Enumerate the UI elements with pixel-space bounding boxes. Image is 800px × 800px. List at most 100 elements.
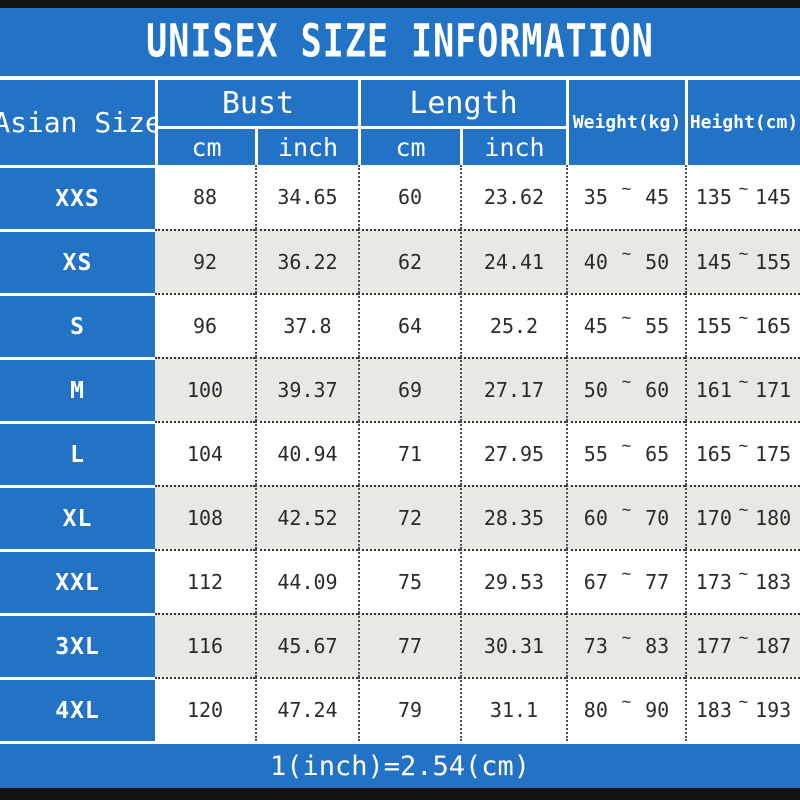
bust-cm-cell: 100 <box>155 357 255 421</box>
tilde-separator: ~ <box>621 563 632 583</box>
bust-cm-cell: 96 <box>155 293 255 357</box>
tilde-separator: ~ <box>738 371 749 391</box>
conversion-note: 1(inch)=2.54(cm) <box>269 750 531 782</box>
length-inch-cell: 30.31 <box>460 613 566 677</box>
weight-range-cell: 50 ~60 <box>566 357 685 421</box>
height-range-cell: 145 ~155 <box>685 229 800 293</box>
weight-max-value: 50 <box>645 250 670 274</box>
weight-max-value: 55 <box>645 314 670 338</box>
bust-inch-cell: 42.52 <box>255 485 358 549</box>
bust-cm-cell: 120 <box>155 677 255 741</box>
weight-max-value: 45 <box>645 185 670 209</box>
tilde-separator: ~ <box>738 435 749 455</box>
weight-min-value: 45 <box>583 314 608 338</box>
length-group-header: Length <box>358 80 566 126</box>
bust-inch-cell: 39.37 <box>255 357 358 421</box>
height-max-value: 175 <box>755 442 792 466</box>
bust-cm-cell: 108 <box>155 485 255 549</box>
tilde-separator: ~ <box>738 627 749 647</box>
length-cm-cell: 69 <box>358 357 460 421</box>
tilde-separator: ~ <box>621 371 632 391</box>
weight-min-value: 60 <box>583 506 608 530</box>
bust-cm-cell: 88 <box>155 165 255 229</box>
tilde-separator: ~ <box>621 691 632 711</box>
length-inch-cell: 27.17 <box>460 357 566 421</box>
height-min-value: 135 <box>695 185 732 209</box>
weight-min-value: 40 <box>583 250 608 274</box>
row-size-label: 4XL <box>0 677 155 741</box>
footer-band: 1(inch)=2.54(cm) <box>0 744 800 788</box>
title-separator <box>0 76 800 80</box>
row-size-label: XL <box>0 485 155 549</box>
height-range-cell: 177 ~187 <box>685 613 800 677</box>
size-table: Asian Size Bust Length Weight(kg) Height… <box>0 80 800 741</box>
bust-cm-cell: 116 <box>155 613 255 677</box>
bust-inch-cell: 44.09 <box>255 549 358 613</box>
tilde-separator: ~ <box>738 691 749 711</box>
tilde-separator: ~ <box>738 178 749 198</box>
tilde-separator: ~ <box>621 307 632 327</box>
height-range-cell: 170 ~180 <box>685 485 800 549</box>
height-min-value: 177 <box>695 634 732 658</box>
height-range-cell: 183 ~193 <box>685 677 800 741</box>
weight-max-value: 70 <box>645 506 670 530</box>
bust-inch-cell: 37.8 <box>255 293 358 357</box>
tilde-separator: ~ <box>621 499 632 519</box>
height-max-value: 187 <box>755 634 792 658</box>
bottom-black-bar <box>0 788 800 800</box>
height-min-value: 155 <box>695 314 732 338</box>
height-column-header: Height(cm) <box>685 80 800 165</box>
weight-max-value: 65 <box>645 442 670 466</box>
height-range-cell: 155 ~165 <box>685 293 800 357</box>
page-title: UNISEX SIZE INFORMATION <box>146 16 654 68</box>
height-min-value: 161 <box>695 378 732 402</box>
row-size-label: S <box>0 293 155 357</box>
length-inch-cell: 25.2 <box>460 293 566 357</box>
height-min-value: 165 <box>695 442 732 466</box>
tilde-separator: ~ <box>738 563 749 583</box>
weight-min-value: 73 <box>583 634 608 658</box>
height-max-value: 171 <box>755 378 792 402</box>
bust-inch-cell: 45.67 <box>255 613 358 677</box>
bust-cm-subheader: cm <box>155 126 255 165</box>
bust-cm-cell: 112 <box>155 549 255 613</box>
tilde-separator: ~ <box>738 307 749 327</box>
height-range-cell: 165 ~175 <box>685 421 800 485</box>
height-max-value: 165 <box>755 314 792 338</box>
row-size-label: XXL <box>0 549 155 613</box>
length-inch-subheader: inch <box>460 126 566 165</box>
length-cm-cell: 75 <box>358 549 460 613</box>
length-cm-cell: 79 <box>358 677 460 741</box>
length-cm-cell: 62 <box>358 229 460 293</box>
tilde-separator: ~ <box>738 243 749 263</box>
height-min-value: 183 <box>695 698 732 722</box>
length-inch-cell: 31.1 <box>460 677 566 741</box>
title-band: UNISEX SIZE INFORMATION <box>0 8 800 76</box>
bust-inch-cell: 36.22 <box>255 229 358 293</box>
weight-min-value: 50 <box>583 378 608 402</box>
weight-range-cell: 55 ~65 <box>566 421 685 485</box>
length-inch-cell: 27.95 <box>460 421 566 485</box>
height-range-cell: 161 ~171 <box>685 357 800 421</box>
row-size-label: M <box>0 357 155 421</box>
weight-range-cell: 73 ~83 <box>566 613 685 677</box>
height-min-value: 173 <box>695 570 732 594</box>
bust-inch-subheader: inch <box>255 126 358 165</box>
length-cm-cell: 64 <box>358 293 460 357</box>
length-cm-cell: 60 <box>358 165 460 229</box>
length-cm-cell: 71 <box>358 421 460 485</box>
height-max-value: 155 <box>755 250 792 274</box>
weight-range-cell: 60 ~70 <box>566 485 685 549</box>
tilde-separator: ~ <box>621 435 632 455</box>
length-inch-cell: 28.35 <box>460 485 566 549</box>
length-inch-cell: 24.41 <box>460 229 566 293</box>
weight-min-value: 35 <box>583 185 608 209</box>
tilde-separator: ~ <box>621 243 632 263</box>
tilde-separator: ~ <box>621 178 632 198</box>
top-black-bar <box>0 0 800 8</box>
length-cm-cell: 77 <box>358 613 460 677</box>
weight-range-cell: 67 ~77 <box>566 549 685 613</box>
tilde-separator: ~ <box>621 627 632 647</box>
weight-min-value: 67 <box>583 570 608 594</box>
